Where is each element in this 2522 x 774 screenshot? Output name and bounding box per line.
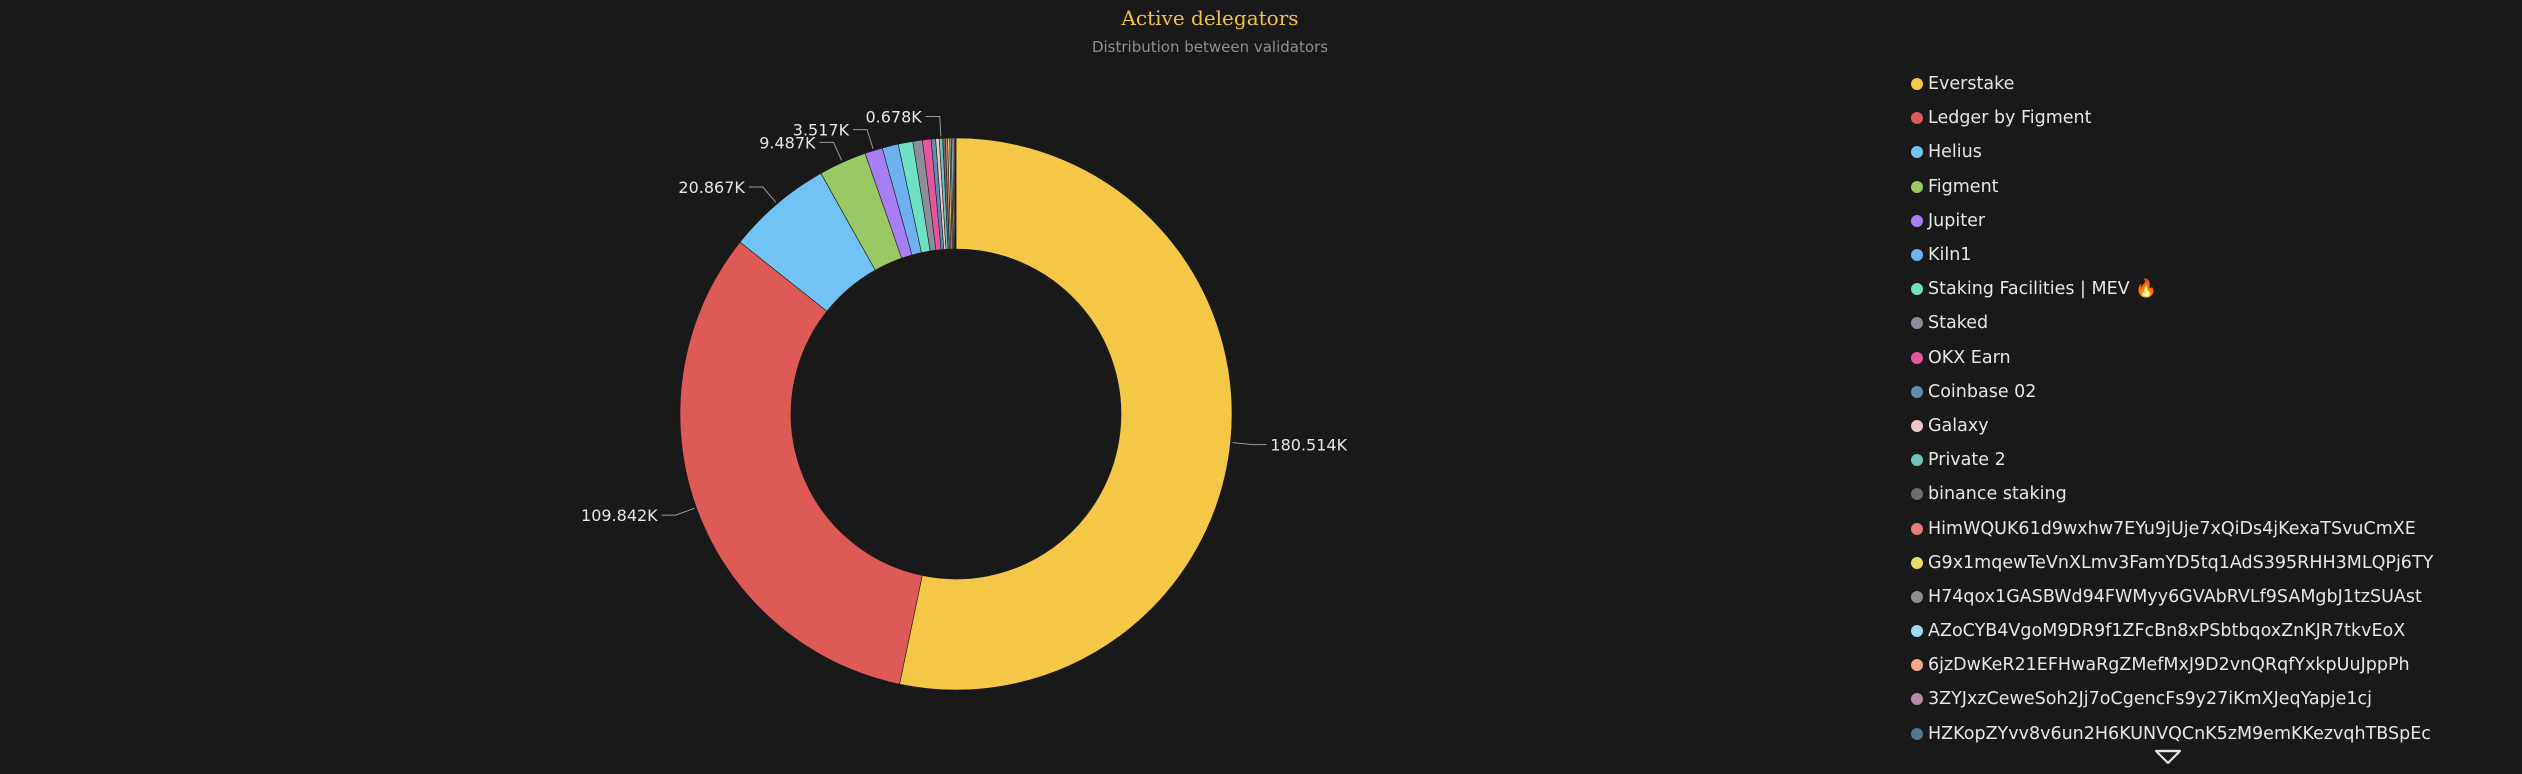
legend-item[interactable]: 6jzDwKeR21EFHwaRgZMefMxJ9D2vnQRqfYxkpUuJ… bbox=[1911, 648, 2471, 682]
label-leader-line bbox=[1232, 442, 1267, 446]
legend-item[interactable]: Ledger by Figment bbox=[1911, 101, 2471, 135]
legend-item[interactable]: binance staking bbox=[1911, 477, 2471, 511]
label-leader-line bbox=[748, 186, 777, 203]
legend-label: OKX Earn bbox=[1928, 347, 2011, 368]
legend-swatch bbox=[1911, 180, 1923, 193]
legend-item[interactable]: 3ZYJxzCeweSoh2Jj7oCgencFs9y27iKmXJeqYapj… bbox=[1911, 682, 2471, 716]
legend-item[interactable]: Coinbase 02 bbox=[1911, 375, 2471, 409]
legend-item[interactable]: Private 2 bbox=[1911, 443, 2471, 477]
label-leader-line bbox=[853, 129, 874, 149]
pie-slice[interactable] bbox=[899, 137, 1233, 691]
legend-label: Ledger by Figment bbox=[1928, 108, 2092, 129]
legend-swatch bbox=[1911, 693, 1923, 706]
data-label: 109.842K bbox=[581, 506, 658, 525]
pie-slice[interactable] bbox=[954, 137, 957, 250]
label-leader-line bbox=[819, 141, 843, 161]
legend-item[interactable]: G9x1mqewTeVnXLmv3FamYD5tq1AdS395RHH3MLQP… bbox=[1911, 546, 2471, 580]
legend-swatch bbox=[1911, 727, 1923, 740]
legend-label: AZoCYB4VgoM9DR9f1ZFcBn8xPSbtbqoxZnKJR7tk… bbox=[1928, 621, 2406, 642]
legend-swatch bbox=[1911, 112, 1923, 125]
legend-item[interactable]: Galaxy bbox=[1911, 409, 2471, 443]
legend-label: Figment bbox=[1928, 176, 1999, 197]
legend-item[interactable]: Kiln1 bbox=[1911, 238, 2471, 272]
legend-swatch bbox=[1911, 625, 1923, 638]
label-leader-line bbox=[661, 507, 695, 516]
legend-label: Everstake bbox=[1928, 74, 2015, 95]
legend-swatch bbox=[1911, 385, 1923, 398]
legend-swatch bbox=[1911, 556, 1923, 569]
chart-subtitle: Distribution between validators bbox=[1091, 38, 1329, 56]
legend-item[interactable]: OKX Earn bbox=[1911, 341, 2471, 375]
legend-item[interactable]: HimWQUK61d9wxhw7EYu9jUje7xQiDs4jKexaTSvu… bbox=[1911, 511, 2471, 545]
legend-label: Staked bbox=[1928, 313, 1989, 334]
legend-scroll-down-icon[interactable] bbox=[2154, 749, 2182, 765]
legend-label: Helius bbox=[1928, 142, 1982, 163]
legend-swatch bbox=[1911, 214, 1923, 227]
legend-item[interactable]: H74qox1GASBWd94FWMyy6GVAbRVLf9SAMgbJ1tzS… bbox=[1911, 580, 2471, 614]
data-label: 3.517K bbox=[793, 121, 850, 140]
legend-swatch bbox=[1911, 146, 1923, 159]
label-leader-line bbox=[925, 115, 942, 137]
legend-label: G9x1mqewTeVnXLmv3FamYD5tq1AdS395RHH3MLQP… bbox=[1928, 552, 2434, 573]
legend-swatch bbox=[1911, 419, 1923, 432]
data-label: 9.487K bbox=[759, 133, 816, 152]
legend-label: Jupiter bbox=[1928, 210, 1986, 231]
legend-swatch bbox=[1911, 351, 1923, 364]
data-label: 20.867K bbox=[678, 178, 745, 197]
legend-label: HZKopZYvv8v6un2H6KUNVQCnK5zM9emKKezvqhTB… bbox=[1928, 723, 2431, 744]
data-label: 0.678K bbox=[865, 107, 922, 126]
legend-item[interactable]: Jupiter bbox=[1911, 204, 2471, 238]
legend-item[interactable]: Staking Facilities | MEV 🔥 bbox=[1911, 272, 2471, 306]
legend-label: binance staking bbox=[1928, 484, 2067, 505]
legend-swatch bbox=[1911, 488, 1923, 501]
pie-slice[interactable] bbox=[679, 241, 923, 685]
legend-label: Private 2 bbox=[1928, 450, 2006, 471]
chart-legend: Everstake Ledger by Figment Helius Figment J… bbox=[1911, 67, 2471, 751]
legend-swatch bbox=[1911, 317, 1923, 330]
legend-item[interactable]: HZKopZYvv8v6un2H6KUNVQCnK5zM9emKKezvqhTB… bbox=[1911, 717, 2471, 751]
legend-item[interactable]: Everstake bbox=[1911, 67, 2471, 101]
legend-label: Coinbase 02 bbox=[1928, 381, 2037, 402]
legend-swatch bbox=[1911, 590, 1923, 603]
chart-title: Active delegators bbox=[1121, 6, 1299, 30]
legend-item[interactable]: Helius bbox=[1911, 135, 2471, 169]
legend-swatch bbox=[1911, 283, 1923, 296]
legend-label: 3ZYJxzCeweSoh2Jj7oCgencFs9y27iKmXJeqYapj… bbox=[1928, 689, 2373, 710]
legend-label: 6jzDwKeR21EFHwaRgZMefMxJ9D2vnQRqfYxkpUuJ… bbox=[1928, 655, 2410, 676]
legend-swatch bbox=[1911, 249, 1923, 262]
legend-item[interactable]: Figment bbox=[1911, 170, 2471, 204]
legend-label: Kiln1 bbox=[1928, 245, 1972, 266]
legend-label: HimWQUK61d9wxhw7EYu9jUje7xQiDs4jKexaTSvu… bbox=[1928, 518, 2416, 539]
legend-label: Galaxy bbox=[1928, 415, 1989, 436]
legend-swatch bbox=[1911, 522, 1923, 535]
legend-swatch bbox=[1911, 659, 1923, 672]
legend-swatch bbox=[1911, 78, 1923, 91]
legend-label: Staking Facilities | MEV 🔥 bbox=[1928, 279, 2157, 300]
legend-item[interactable]: Staked bbox=[1911, 306, 2471, 340]
legend-swatch bbox=[1911, 454, 1923, 467]
legend-item[interactable]: AZoCYB4VgoM9DR9f1ZFcBn8xPSbtbqoxZnKJR7tk… bbox=[1911, 614, 2471, 648]
data-label: 180.514K bbox=[1270, 436, 1347, 455]
legend-label: H74qox1GASBWd94FWMyy6GVAbRVLf9SAMgbJ1tzS… bbox=[1928, 586, 2422, 607]
